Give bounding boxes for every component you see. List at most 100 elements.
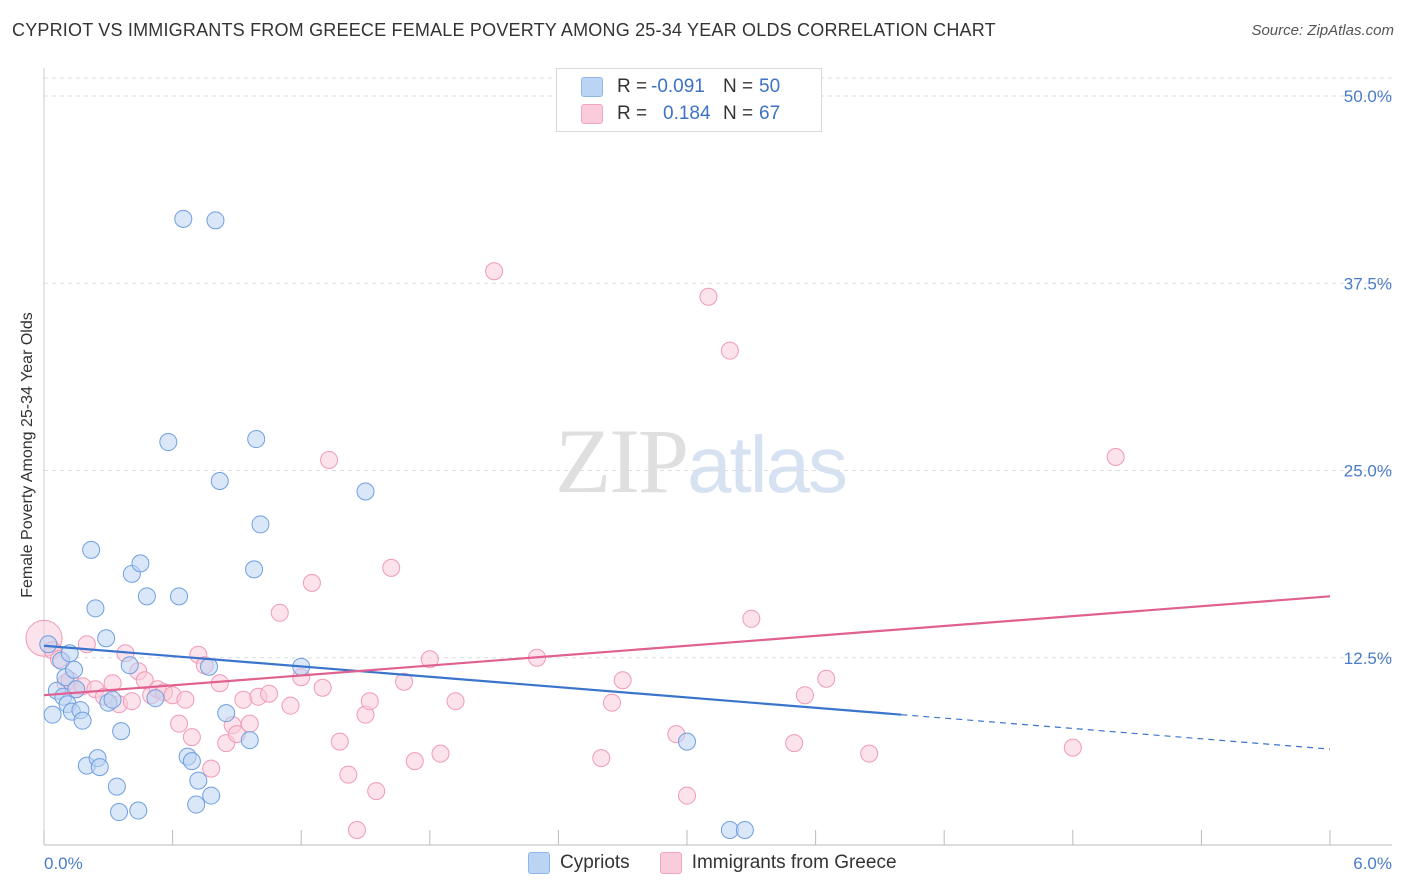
greece-point	[234, 690, 253, 709]
cypriot-point	[720, 821, 739, 840]
greece-point	[382, 558, 401, 577]
legend-n-label: N =	[723, 103, 754, 124]
greece-point	[367, 782, 386, 801]
cypriot-point	[174, 209, 193, 228]
cypriot-point	[189, 771, 208, 790]
cypriot-point	[678, 732, 696, 751]
legend-r-label: R =	[617, 103, 648, 124]
greece-point	[699, 287, 718, 306]
series-legend-cypriots[interactable]: Cypriots	[528, 852, 630, 874]
greece-trend-line	[43, 595, 1331, 697]
legend-swatch-pink	[581, 104, 603, 124]
greece-point	[339, 765, 358, 784]
greece-point	[313, 678, 332, 697]
cypriot-point	[735, 821, 754, 840]
cypriot-point	[97, 629, 116, 648]
greece-point	[135, 671, 154, 690]
greece-point	[795, 686, 814, 705]
cypriot-point	[356, 482, 375, 501]
series-label-greece: Immigrants from Greece	[691, 852, 897, 873]
cypriot-point	[187, 795, 206, 814]
cypriot-point	[210, 471, 229, 490]
greece-point	[1106, 448, 1125, 467]
cypriot-point	[107, 777, 126, 796]
legend-n-value: 67	[759, 103, 781, 124]
greece-point	[182, 728, 201, 747]
greece-point	[860, 744, 879, 763]
cypriot-point	[129, 801, 148, 820]
series-legend: Cypriots Immigrants from Greece	[528, 852, 927, 874]
correlation-legend: R = -0.091 N = 50 R = 0.184 N = 67	[556, 68, 822, 132]
cypriot-point	[120, 656, 139, 675]
greece-point	[592, 749, 611, 768]
legend-row-greece: R = 0.184 N = 67	[581, 102, 780, 126]
cypriot-point	[103, 690, 122, 709]
cypriot-point	[240, 731, 259, 750]
legend-r-value: 0.184	[663, 103, 711, 124]
greece-point	[320, 451, 339, 470]
cypriot-point	[39, 635, 58, 654]
chart-title: CYPRIOT VS IMMIGRANTS FROM GREECE FEMALE…	[12, 20, 996, 40]
legend-row-cypriots: R = -0.091 N = 50	[581, 75, 780, 99]
cypriot-point	[90, 758, 109, 777]
greece-point	[395, 672, 414, 691]
legend-r-label: R =	[617, 76, 648, 97]
cypriot-point	[182, 752, 201, 771]
y-tick-label: 37.5%	[1344, 274, 1392, 293]
y-tick-label: 12.5%	[1344, 649, 1392, 668]
greece-point	[122, 692, 141, 711]
greece-point	[170, 714, 189, 733]
cypriot-point	[110, 803, 129, 822]
cypriot-point	[112, 722, 131, 741]
greece-point	[302, 573, 321, 592]
series-label-cypriots: Cypriots	[560, 852, 630, 873]
greece-point	[202, 759, 221, 778]
legend-n-label: N =	[723, 76, 754, 97]
tick-labels: 12.5% 25.0% 37.5% 50.0% 0.0% 6.0%	[44, 87, 1392, 873]
cypriot-point	[202, 786, 221, 805]
cypriot-point	[67, 680, 86, 699]
cypriot-point	[146, 689, 165, 708]
cypriot-point	[170, 587, 189, 606]
greece-point	[485, 262, 504, 281]
greece-point	[431, 744, 450, 763]
cypriot-point	[86, 599, 105, 618]
greece-point	[281, 696, 300, 715]
trend-lines	[43, 595, 1331, 750]
greece-point	[330, 732, 349, 751]
cypriot-point	[137, 587, 156, 606]
greece-point	[347, 821, 366, 840]
legend-swatch-blue	[581, 77, 603, 97]
cypriot-point	[206, 211, 225, 230]
y-tick-label: 25.0%	[1344, 462, 1392, 481]
cypriot-trend-line	[43, 644, 902, 716]
greece-point	[446, 692, 465, 711]
watermark-atlas: atlas	[687, 420, 848, 509]
zipatlas-watermark: ZIPatlas	[555, 408, 848, 514]
cypriot-point	[73, 711, 92, 730]
greece-point	[817, 669, 836, 688]
x-tick-label-min: 0.0%	[44, 854, 83, 873]
greece-point	[742, 609, 761, 628]
legend-n-value: 50	[759, 76, 781, 97]
cypriot-point	[247, 430, 266, 449]
cypriot-point	[65, 660, 84, 679]
greece-point	[405, 752, 424, 771]
greece-point	[785, 734, 804, 753]
greece-point	[360, 692, 379, 711]
cypriot-point	[82, 540, 101, 559]
cypriot-trend-extension	[901, 714, 1331, 750]
cypriot-point	[159, 433, 178, 452]
y-tick-label: 50.0%	[1344, 87, 1392, 106]
cypriot-point	[200, 657, 219, 676]
greece-point	[420, 650, 439, 669]
greece-point	[602, 693, 621, 712]
series-legend-greece[interactable]: Immigrants from Greece	[659, 852, 897, 874]
greece-point	[613, 671, 632, 690]
greece-point	[240, 714, 259, 733]
cypriot-point	[43, 705, 62, 724]
cypriot-points	[39, 209, 754, 840]
cypriot-point	[251, 515, 270, 534]
cypriot-point	[131, 554, 150, 573]
